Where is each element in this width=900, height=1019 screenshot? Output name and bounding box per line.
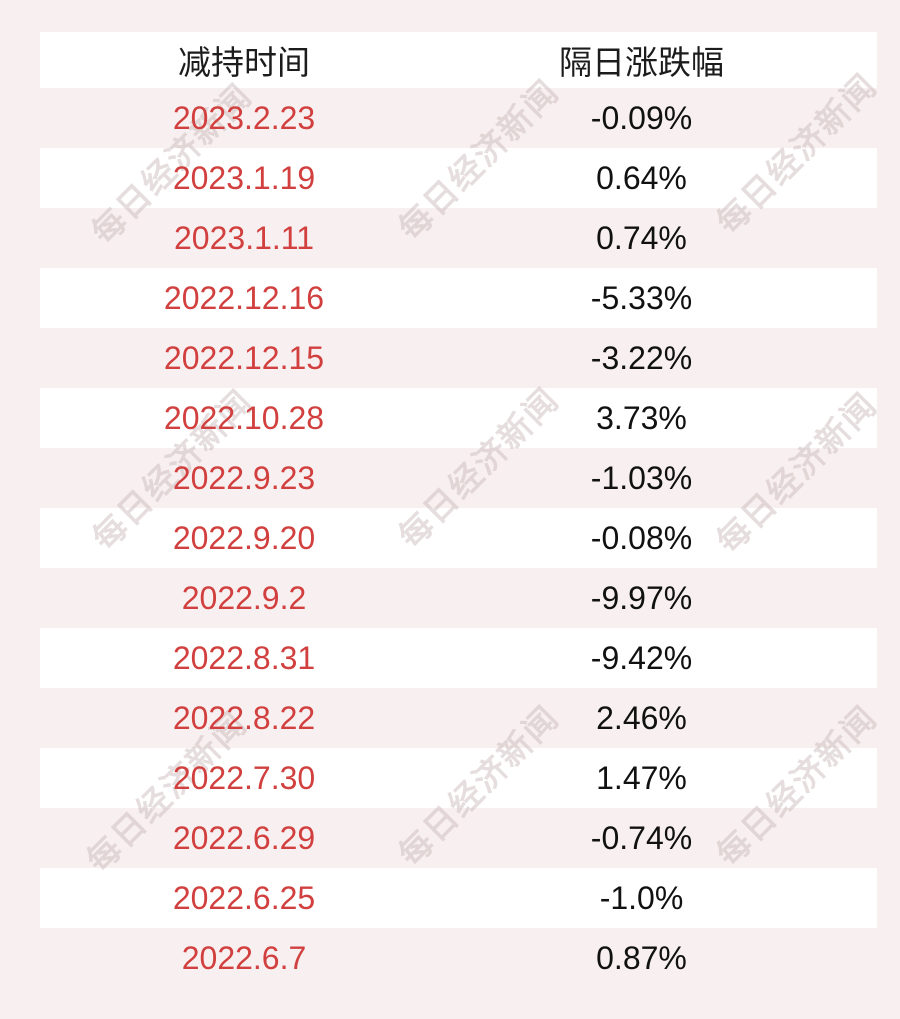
reduction-date-cell: 2022.7.30 — [172, 759, 316, 796]
table-header-row: 减持时间 隔日涨跌幅 — [40, 32, 877, 88]
nextday-change-cell: -5.33% — [590, 279, 693, 316]
table-body: 2023.2.23 -0.09% 2023.1.19 0.64% 2023.1.… — [40, 88, 877, 988]
table-row: 2022.8.31 -9.42% — [40, 628, 877, 688]
nextday-change-cell: -0.09% — [590, 99, 693, 136]
nextday-change-cell: 0.87% — [596, 939, 687, 976]
nextday-change-cell: 1.47% — [596, 759, 687, 796]
reduction-date-cell: 2023.1.11 — [174, 219, 314, 256]
table-row: 2022.8.22 2.46% — [40, 688, 877, 748]
reduction-date-cell: 2022.8.31 — [172, 639, 316, 676]
nextday-change-cell: -9.97% — [590, 579, 693, 616]
reduction-date-cell: 2023.2.23 — [172, 99, 316, 136]
reduction-date-cell: 2022.6.29 — [172, 819, 316, 856]
table-row: 2022.7.30 1.47% — [40, 748, 877, 808]
reduction-date-cell: 2022.9.2 — [181, 579, 307, 616]
column-header-nextday-change: 隔日涨跌幅 — [559, 44, 724, 81]
nextday-change-cell: 0.64% — [596, 159, 687, 196]
table-row: 2022.6.25 -1.0% — [40, 868, 877, 928]
nextday-change-cell: 2.46% — [596, 699, 687, 736]
column-header-reduction-time: 减持时间 — [178, 44, 310, 81]
table-row: 2023.1.11 0.74% — [40, 208, 877, 268]
table-row: 2022.12.16 -5.33% — [40, 268, 877, 328]
nextday-change-cell: -0.08% — [590, 519, 693, 556]
nextday-change-cell: -1.03% — [590, 459, 693, 496]
reduction-date-cell: 2022.8.22 — [172, 699, 316, 736]
reduction-date-cell: 2022.6.7 — [181, 939, 307, 976]
reduction-date-cell: 2022.12.15 — [163, 339, 325, 376]
table-row: 2022.6.29 -0.74% — [40, 808, 877, 868]
nextday-change-cell: -9.42% — [590, 639, 693, 676]
table-row: 2022.9.23 -1.03% — [40, 448, 877, 508]
nextday-change-cell: -1.0% — [599, 879, 684, 916]
reduction-date-cell: 2022.10.28 — [163, 399, 325, 436]
reduction-date-cell: 2022.12.16 — [163, 279, 325, 316]
reduction-date-cell: 2022.6.25 — [172, 879, 316, 916]
nextday-change-cell: -0.74% — [590, 819, 693, 856]
reduction-date-cell: 2023.1.19 — [172, 159, 316, 196]
table-row: 2022.9.2 -9.97% — [40, 568, 877, 628]
nextday-change-cell: 3.73% — [596, 399, 687, 436]
table-row: 2022.12.15 -3.22% — [40, 328, 877, 388]
table-row: 2023.2.23 -0.09% — [40, 88, 877, 148]
nextday-change-cell: -3.22% — [590, 339, 693, 376]
reduction-date-cell: 2022.9.23 — [172, 459, 316, 496]
reduction-date-cell: 2022.9.20 — [172, 519, 316, 556]
table-row: 2022.10.28 3.73% — [40, 388, 877, 448]
table-row: 2022.6.7 0.87% — [40, 928, 877, 988]
reduction-change-table: 减持时间 隔日涨跌幅 2023.2.23 -0.09% 2023.1.19 0.… — [40, 32, 877, 988]
table-row: 2023.1.19 0.64% — [40, 148, 877, 208]
table-row: 2022.9.20 -0.08% — [40, 508, 877, 568]
nextday-change-cell: 0.74% — [596, 219, 687, 256]
